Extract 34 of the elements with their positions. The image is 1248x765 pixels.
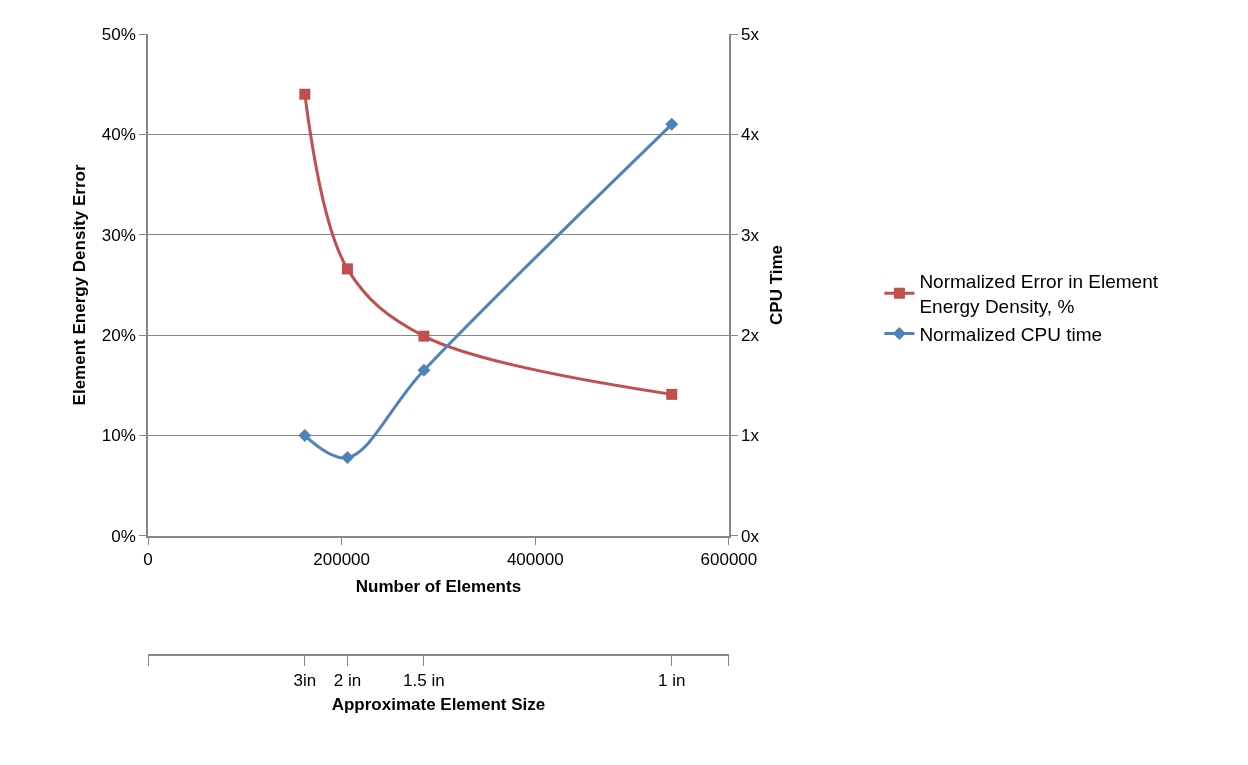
annotation: 1.5 in <box>403 671 445 691</box>
y-tick-label: 40% <box>101 125 136 145</box>
legend-label: Normalized CPU time <box>919 323 1103 345</box>
y2-tick-label: 5x <box>741 24 760 44</box>
y2-tick-label: 2x <box>741 326 760 346</box>
y2-tick-label: 4x <box>741 125 760 145</box>
point <box>666 388 678 400</box>
x-tick-label: 0 <box>143 550 153 570</box>
legend-label: Normalized Error in Element Energy Density, % <box>919 271 1159 318</box>
x2-axis-title: Approximate Element Size <box>331 695 546 715</box>
point <box>417 363 431 377</box>
x-tick-label: 600000 <box>700 550 758 570</box>
y2-tick-label: 0x <box>741 526 760 546</box>
annotation: 3in <box>293 671 317 691</box>
x-tick-label: 200000 <box>313 550 370 570</box>
point <box>340 451 354 465</box>
y-tick-label: 30% <box>101 225 136 245</box>
y-tick-label: 0% <box>111 526 136 546</box>
y-tick-label: 50% <box>101 24 136 44</box>
y-axis-title: Element Energy Density Error <box>69 164 89 406</box>
point <box>665 117 679 131</box>
x-tick-label: 400000 <box>506 550 564 570</box>
point <box>299 88 311 100</box>
x-axis-title: Number of Elements <box>355 576 522 596</box>
y2-axis-title: CPU Time <box>767 244 787 325</box>
y2-tick-label: 1x <box>741 426 760 446</box>
point <box>341 263 353 275</box>
point <box>298 429 312 443</box>
annotation: 1 in <box>658 671 686 691</box>
point <box>418 330 430 342</box>
annotation: 2 in <box>333 671 362 691</box>
y-tick-label: 20% <box>101 326 136 346</box>
y-tick-label: 10% <box>101 426 136 446</box>
y2-tick-label: 3x <box>741 225 760 245</box>
